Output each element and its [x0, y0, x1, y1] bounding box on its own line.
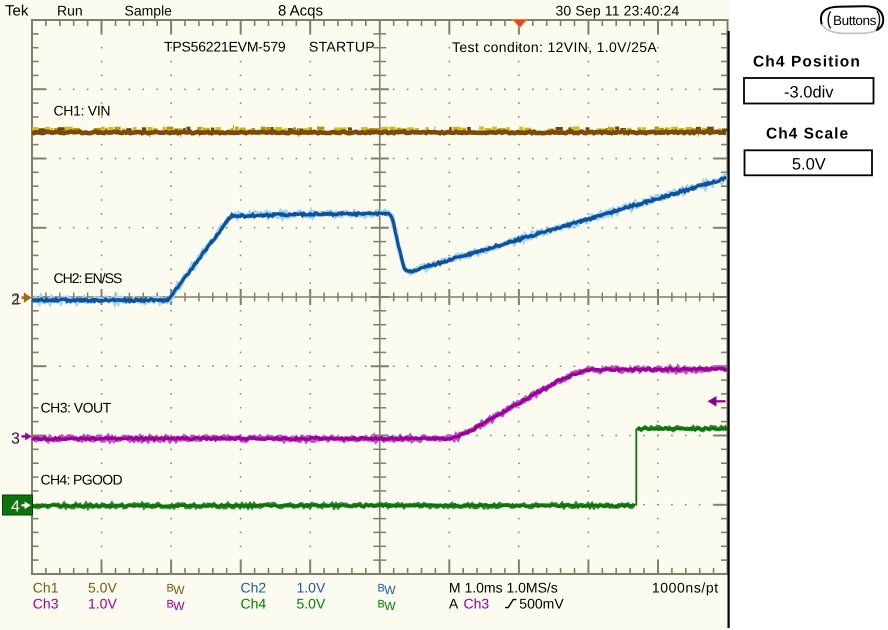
svg-text:CH2: EN/SS: CH2: EN/SS	[54, 270, 122, 286]
svg-text:B: B	[378, 582, 385, 594]
svg-text:5.0V: 5.0V	[792, 155, 826, 173]
svg-text:W: W	[384, 583, 396, 597]
svg-text:5.0V: 5.0V	[88, 580, 117, 596]
svg-text:-3.0div: -3.0div	[784, 83, 834, 101]
svg-text:Ch4 Position: Ch4 Position	[753, 53, 861, 70]
svg-text:Test conditon: 12VIN, 1.0V/25A: Test conditon: 12VIN, 1.0V/25A	[452, 39, 657, 55]
svg-text:Run: Run	[57, 3, 83, 19]
svg-text:CH1: VIN: CH1: VIN	[54, 103, 111, 119]
svg-text:STARTUP: STARTUP	[309, 38, 375, 54]
svg-text:B: B	[167, 582, 174, 594]
svg-text:W: W	[173, 583, 185, 597]
svg-text:4: 4	[11, 498, 20, 515]
svg-text:500mV: 500mV	[519, 596, 564, 612]
svg-text:Ch1: Ch1	[33, 580, 59, 596]
svg-text:Ch4 Scale: Ch4 Scale	[766, 125, 849, 142]
svg-text:Tek: Tek	[5, 3, 29, 20]
svg-text:5.0V: 5.0V	[297, 596, 326, 612]
svg-text:CH3: VOUT: CH3: VOUT	[41, 400, 112, 416]
svg-text:B: B	[167, 598, 174, 610]
svg-text:30 Sep 11 23:40:24: 30 Sep 11 23:40:24	[556, 3, 680, 19]
svg-text:2: 2	[11, 292, 20, 309]
svg-text:W: W	[384, 599, 396, 613]
svg-text:8 Acqs: 8 Acqs	[278, 3, 323, 20]
svg-text:B: B	[378, 598, 385, 610]
svg-text:CH4: PGOOD: CH4: PGOOD	[41, 472, 123, 488]
svg-text:Ch3: Ch3	[464, 596, 490, 612]
svg-text:Buttons: Buttons	[833, 13, 877, 28]
svg-text:M 1.0ms 1.0MS/s: M 1.0ms 1.0MS/s	[449, 580, 558, 596]
svg-text:TPS56221EVM-579: TPS56221EVM-579	[164, 38, 286, 54]
svg-text:Ch2: Ch2	[241, 580, 267, 596]
svg-text:1.0V: 1.0V	[88, 596, 117, 612]
svg-text:W: W	[173, 599, 185, 613]
svg-text:A: A	[449, 596, 459, 612]
svg-text:1000ns/pt: 1000ns/pt	[652, 580, 719, 596]
svg-text:3: 3	[11, 431, 20, 448]
svg-text:Sample: Sample	[125, 3, 173, 19]
svg-text:Ch3: Ch3	[33, 596, 59, 612]
svg-text:1: 1	[13, 291, 21, 308]
svg-text:1.0V: 1.0V	[297, 580, 326, 596]
svg-text:Ch4: Ch4	[241, 596, 267, 612]
